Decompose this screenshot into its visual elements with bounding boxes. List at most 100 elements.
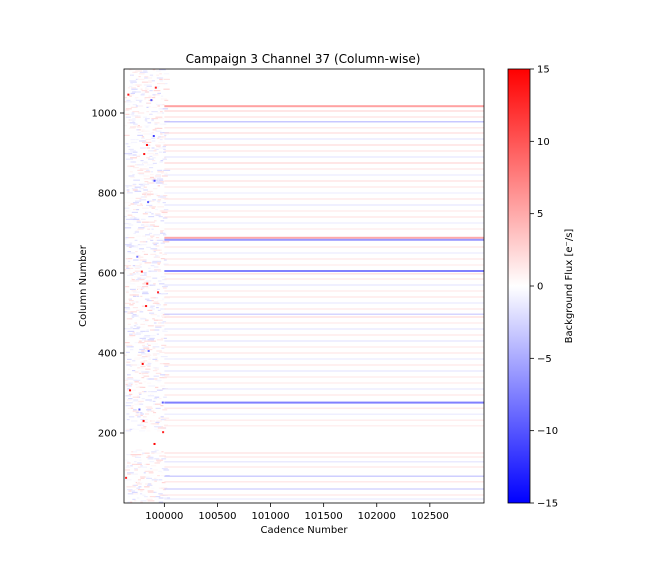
hot-pixel	[162, 431, 165, 434]
hot-pixel	[129, 389, 132, 392]
noise-pixel	[132, 280, 140, 282]
noise-pixel	[136, 480, 141, 482]
noise-pixel	[148, 80, 154, 82]
noise-pixel	[126, 192, 133, 194]
noise-pixel	[144, 119, 148, 121]
hot-pixel	[145, 305, 148, 308]
noise-pixel	[160, 276, 167, 278]
noise-pixel	[153, 251, 156, 253]
noise-pixel	[147, 221, 155, 223]
noise-pixel	[139, 101, 142, 103]
noise-pixel	[163, 468, 168, 470]
noise-pixel	[134, 371, 139, 373]
noise-pixel	[152, 181, 155, 183]
noise-pixel	[144, 77, 150, 79]
noise-pixel	[157, 255, 163, 257]
noise-pixel	[148, 470, 154, 472]
noise-pixel	[157, 105, 160, 107]
column-band-555	[164, 290, 484, 292]
column-band-140	[164, 456, 484, 458]
noise-pixel	[132, 154, 137, 156]
noise-pixel	[156, 203, 162, 205]
noise-pixel	[154, 269, 161, 271]
noise-pixel	[152, 347, 156, 349]
noise-pixel	[129, 217, 134, 219]
noise-pixel	[146, 153, 154, 155]
noise-pixel	[127, 146, 131, 148]
noise-pixel	[148, 472, 154, 474]
noise-pixel	[155, 237, 160, 239]
noise-pixel	[156, 104, 163, 106]
noise-pixel	[127, 399, 133, 401]
noise-pixel	[131, 451, 134, 453]
noise-pixel	[153, 244, 157, 246]
noise-pixel	[153, 322, 157, 324]
noise-pixel	[133, 409, 137, 411]
noise-pixel	[152, 242, 159, 244]
noise-pixel	[154, 396, 160, 398]
noise-pixel	[162, 108, 169, 110]
noise-pixel	[134, 125, 138, 127]
noise-pixel	[128, 490, 132, 492]
noise-pixel	[156, 146, 161, 148]
noise-pixel	[153, 283, 156, 285]
noise-pixel	[124, 97, 128, 99]
noise-pixel	[142, 283, 148, 285]
noise-pixel	[159, 80, 164, 82]
noise-pixel	[136, 487, 141, 489]
noise-pixel	[137, 424, 141, 426]
noise-pixel	[154, 426, 162, 428]
noise-pixel	[148, 150, 153, 152]
noise-pixel	[152, 358, 158, 360]
noise-pixel	[162, 241, 170, 243]
noise-pixel	[131, 473, 135, 475]
noise-pixel	[129, 171, 133, 173]
noise-pixel	[146, 409, 152, 411]
noise-pixel	[154, 102, 159, 104]
noise-pixel	[145, 120, 148, 122]
noise-pixel	[155, 182, 163, 184]
noise-pixel	[127, 143, 133, 145]
noise-pixel	[127, 473, 133, 475]
noise-pixel	[153, 290, 159, 292]
noise-pixel	[150, 120, 155, 122]
hot-pixel	[125, 476, 128, 479]
noise-pixel	[126, 428, 131, 430]
noise-pixel	[148, 133, 153, 135]
noise-pixel	[131, 101, 136, 103]
noise-pixel	[124, 459, 129, 461]
noise-pixel	[141, 286, 149, 288]
noise-pixel	[137, 112, 145, 114]
noise-pixel	[132, 360, 136, 362]
noise-pixel	[134, 287, 141, 289]
noise-pixel	[149, 307, 154, 309]
column-bands	[164, 105, 484, 500]
noise-pixel	[154, 213, 161, 215]
noise-pixel	[160, 220, 165, 222]
noise-pixel	[142, 260, 147, 262]
noise-pixel	[138, 76, 141, 78]
noise-pixel	[132, 111, 140, 113]
noise-pixel	[154, 176, 160, 178]
noise-pixel	[134, 190, 142, 192]
noise-pixel	[127, 323, 132, 325]
noise-pixel	[162, 330, 168, 332]
noise-pixel	[133, 123, 138, 125]
noise-pixel	[130, 176, 136, 178]
noise-pixel	[130, 74, 133, 76]
noise-pixel	[159, 132, 163, 134]
noise-pixel	[163, 304, 168, 306]
noise-pixel	[131, 211, 139, 213]
noise-pixel	[154, 498, 160, 500]
plot-frame	[123, 68, 485, 504]
noise-pixel	[149, 155, 153, 157]
noise-pixel	[151, 140, 156, 142]
noise-pixel	[137, 332, 143, 334]
noise-pixel	[144, 97, 151, 99]
noise-pixel	[152, 260, 158, 262]
noise-pixel	[155, 174, 162, 176]
noise-pixel	[133, 484, 137, 486]
noise-pixel	[150, 423, 158, 425]
noise-pixel	[159, 78, 163, 80]
noise-pixel	[149, 90, 153, 92]
